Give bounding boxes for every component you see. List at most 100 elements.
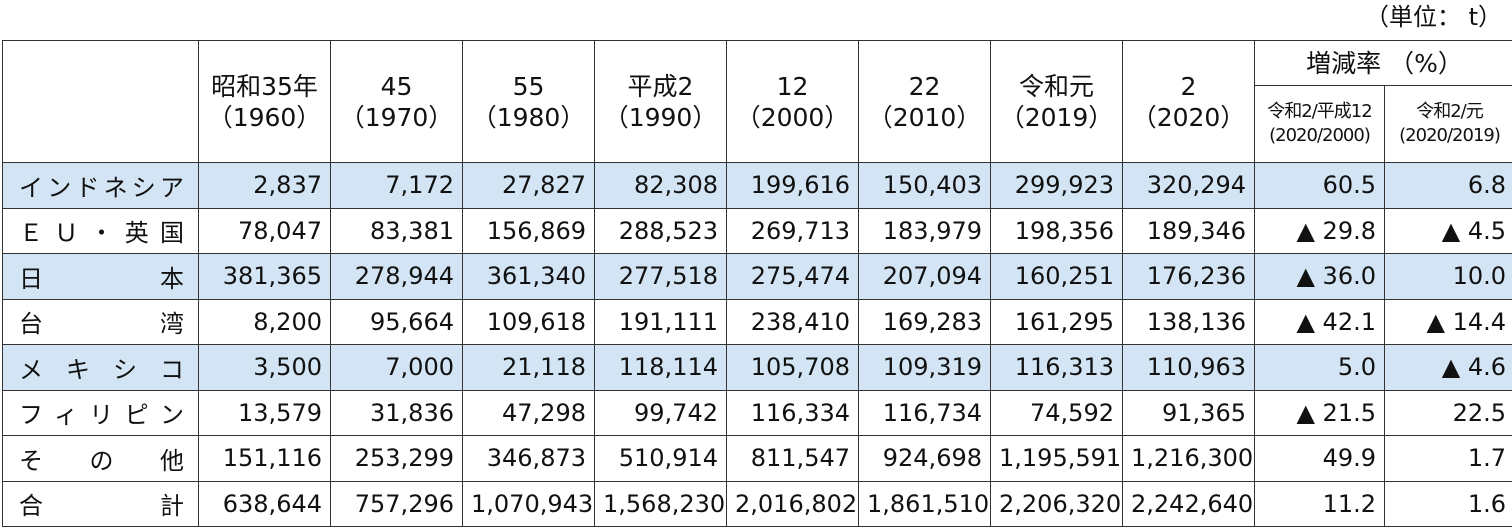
value-cell: 161,295 [991,299,1123,345]
value-cell: 278,944 [331,254,463,300]
value-cell: 253,299 [331,436,463,482]
value-cell: 811,547 [727,436,859,482]
header-line: （2000） [736,103,850,132]
value-cell: 116,334 [727,390,859,436]
unit-label: （単位： t） [1365,0,1502,40]
value-cell: 22.5 [1385,390,1512,436]
header-line: （2020） [1132,103,1246,132]
value-cell: 116,313 [991,345,1123,391]
value-cell: 277,518 [595,254,727,300]
value-cell: 160,251 [991,254,1123,300]
header-line: 昭和35年 [211,72,318,101]
value-cell: 198,356 [991,208,1123,254]
value-cell: 361,340 [463,254,595,300]
value-cell: 49.9 [1255,436,1385,482]
value-cell: 207,094 [859,254,991,300]
header-line: (2020/2019) [1399,125,1500,146]
header-line: 45 [381,72,413,101]
header-line: 平成2 [628,72,694,101]
value-cell: 757,296 [331,481,463,527]
year-header: 12（2000） [727,41,859,163]
value-cell: ▲ 36.0 [1255,254,1385,300]
value-cell: 2,206,320 [991,481,1123,527]
value-cell: 6.8 [1385,163,1512,209]
value-cell: 238,410 [727,299,859,345]
header-line: （2010） [868,103,982,132]
year-header: 平成2（1990） [595,41,727,163]
header-row: 昭和35年（1960）45（1970）55（1980）平成2（1990）12（2… [3,41,1512,86]
value-cell: 78,047 [199,208,331,254]
value-cell: 924,698 [859,436,991,482]
year-header: 45（1970） [331,41,463,163]
value-cell: 1.6 [1385,481,1512,527]
value-cell: 510,914 [595,436,727,482]
value-cell: 13,579 [199,390,331,436]
year-header: 2（2020） [1123,41,1255,163]
value-cell: 60.5 [1255,163,1385,209]
header-line: 12 [777,72,809,101]
value-cell: 1,195,591 [991,436,1123,482]
row-label: 日本 [3,254,199,300]
year-header: 昭和35年（1960） [199,41,331,163]
rate-header: 増減率 （%） [1255,41,1512,86]
value-cell: 346,873 [463,436,595,482]
value-cell: 105,708 [727,345,859,391]
row-label: 合計 [3,481,199,527]
row-label: その他 [3,436,199,482]
value-cell: 7,172 [331,163,463,209]
value-cell: 1.7 [1385,436,1512,482]
header-line: （1960） [208,103,322,132]
header-line: 22 [909,72,941,101]
value-cell: ▲ 42.1 [1255,299,1385,345]
value-cell: 82,308 [595,163,727,209]
year-header: 令和元（2019） [991,41,1123,163]
value-cell: 269,713 [727,208,859,254]
header-line: (2020/2000) [1269,125,1370,146]
row-label: 台湾 [3,299,199,345]
header-line: （1970） [340,103,454,132]
value-cell: 8,200 [199,299,331,345]
value-cell: 5.0 [1255,345,1385,391]
value-cell: 109,618 [463,299,595,345]
data-table: 昭和35年（1960）45（1970）55（1980）平成2（1990）12（2… [2,40,1512,527]
value-cell: ▲ 14.4 [1385,299,1512,345]
header-line: 令和元 [1019,72,1094,101]
value-cell: 2,837 [199,163,331,209]
value-cell: 47,298 [463,390,595,436]
value-cell: 1,070,943 [463,481,595,527]
row-label: ＥＵ・英国 [3,208,199,254]
value-cell: 74,592 [991,390,1123,436]
value-cell: 118,114 [595,345,727,391]
rate-subheader: 令和2/元 (2020/2019) [1385,86,1512,163]
value-cell: 299,923 [991,163,1123,209]
row-label: フィリピン [3,390,199,436]
value-cell: ▲ 4.6 [1385,345,1512,391]
value-cell: 151,116 [199,436,331,482]
value-cell: 83,381 [331,208,463,254]
header-line: 令和2/元 [1416,101,1483,122]
value-cell: 191,111 [595,299,727,345]
value-cell: 1,216,300 [1123,436,1255,482]
corner-cell [3,41,199,163]
value-cell: 176,236 [1123,254,1255,300]
header-line: 55 [513,72,545,101]
header-line: （2019） [1000,103,1114,132]
row-label: メキシコ [3,345,199,391]
value-cell: 10.0 [1385,254,1512,300]
value-cell: 31,836 [331,390,463,436]
value-cell: 381,365 [199,254,331,300]
value-cell: 2,242,640 [1123,481,1255,527]
header-line: （1990） [604,103,718,132]
value-cell: 1,861,510 [859,481,991,527]
value-cell: 109,319 [859,345,991,391]
value-cell: 638,644 [199,481,331,527]
value-cell: 1,568,230 [595,481,727,527]
value-cell: 110,963 [1123,345,1255,391]
value-cell: 288,523 [595,208,727,254]
